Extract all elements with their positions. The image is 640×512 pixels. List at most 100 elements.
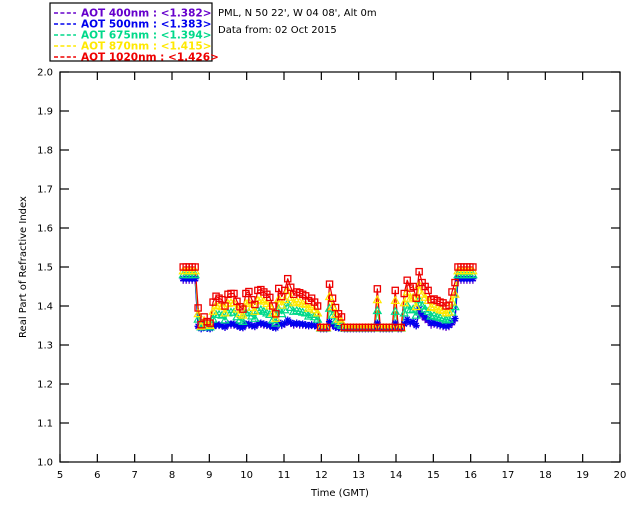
x-tick-label: 7 bbox=[131, 470, 137, 481]
y-tick-label: 1.7 bbox=[37, 185, 53, 196]
series-marker-1020nm bbox=[266, 293, 274, 302]
y-tick-label: 1.4 bbox=[37, 302, 53, 313]
series-marker-870nm bbox=[414, 279, 424, 289]
series-marker-675nm bbox=[303, 311, 314, 320]
series-marker-500nm bbox=[451, 314, 459, 323]
series-marker-500nm bbox=[278, 321, 286, 329]
series-marker-500nm bbox=[257, 319, 265, 327]
series-marker-870nm bbox=[270, 313, 281, 322]
series-marker-870nm bbox=[372, 294, 383, 304]
series-marker-1020nm bbox=[191, 263, 199, 271]
series-marker-1020nm bbox=[469, 263, 477, 271]
series-marker-500nm bbox=[233, 321, 241, 330]
series-marker-870nm bbox=[220, 308, 230, 317]
series-marker-675nm bbox=[220, 315, 230, 324]
series-marker-1020nm bbox=[328, 294, 337, 302]
series-marker-500nm bbox=[427, 319, 435, 327]
series-marker-1020nm bbox=[221, 302, 229, 310]
series-marker-500nm bbox=[439, 321, 447, 330]
series-marker-870nm bbox=[229, 297, 239, 307]
series-marker-870nm bbox=[444, 307, 454, 316]
series-marker-675nm bbox=[372, 305, 383, 315]
series-marker-500nm bbox=[290, 320, 298, 328]
x-tick-label: 20 bbox=[614, 470, 627, 481]
series-marker-500nm bbox=[406, 318, 414, 326]
series-marker-1020nm bbox=[206, 319, 214, 327]
series-marker-675nm bbox=[327, 310, 338, 319]
series-marker-1020nm bbox=[424, 286, 432, 295]
series-marker-675nm bbox=[250, 313, 260, 322]
legend-item-400nm-label: AOT 400nm : <1.382> bbox=[81, 8, 212, 20]
series-marker-1020nm bbox=[391, 286, 400, 295]
series-marker-500nm bbox=[260, 320, 268, 328]
series-marker-500nm bbox=[266, 321, 274, 330]
series-marker-1020nm bbox=[269, 302, 277, 310]
x-tick-label: 15 bbox=[427, 470, 440, 481]
x-tick-label: 18 bbox=[539, 470, 552, 481]
series-marker-500nm bbox=[430, 318, 438, 326]
series-marker-500nm bbox=[391, 319, 399, 327]
series-marker-870nm bbox=[441, 308, 451, 317]
series-marker-870nm bbox=[417, 289, 427, 298]
y-axis-label: Real Part of Refractive Index bbox=[18, 196, 29, 338]
series-marker-500nm bbox=[272, 324, 280, 332]
series-marker-675nm bbox=[300, 308, 311, 317]
x-tick-label: 9 bbox=[206, 470, 212, 481]
series-marker-675nm bbox=[402, 300, 413, 309]
series-marker-675nm bbox=[426, 311, 436, 320]
series-marker-500nm bbox=[403, 315, 411, 323]
legend-item-675nm-label: AOT 675nm : <1.394> bbox=[81, 30, 212, 42]
y-tick-label: 1.1 bbox=[37, 419, 53, 430]
series-marker-870nm bbox=[390, 295, 401, 304]
y-tick-label: 1.9 bbox=[37, 107, 53, 118]
series-marker-675nm bbox=[444, 314, 454, 323]
series-marker-675nm bbox=[390, 306, 401, 315]
series-marker-1020nm bbox=[230, 289, 238, 298]
x-axis-label: Time (GMT) bbox=[310, 488, 369, 499]
series-marker-500nm bbox=[293, 319, 301, 327]
series-marker-500nm bbox=[191, 275, 199, 283]
series-marker-870nm bbox=[411, 301, 421, 311]
series-marker-675nm bbox=[267, 315, 278, 324]
series-marker-1020nm bbox=[313, 302, 322, 310]
y-tick-label: 1.5 bbox=[37, 263, 53, 274]
series-marker-500nm bbox=[215, 321, 223, 329]
series-marker-675nm bbox=[441, 315, 451, 324]
series-marker-1020nm bbox=[286, 283, 295, 292]
series-marker-870nm bbox=[288, 297, 299, 307]
x-tick-label: 12 bbox=[315, 470, 328, 481]
x-tick-label: 8 bbox=[169, 470, 175, 481]
series-marker-500nm bbox=[442, 322, 450, 330]
x-tick-label: 13 bbox=[352, 470, 365, 481]
series-marker-1020nm bbox=[322, 323, 331, 332]
series-marker-1020nm bbox=[403, 276, 411, 285]
series-marker-675nm bbox=[285, 302, 296, 312]
series-marker-870nm bbox=[303, 303, 314, 312]
series-marker-870nm bbox=[306, 301, 317, 311]
series-marker-500nm bbox=[284, 316, 292, 324]
series-marker-1020nm bbox=[445, 301, 453, 309]
series-marker-1020nm bbox=[400, 289, 408, 298]
series-marker-500nm bbox=[311, 321, 319, 330]
series-marker-675nm bbox=[264, 309, 275, 319]
series-marker-675nm bbox=[450, 301, 460, 311]
series-marker-500nm bbox=[305, 321, 313, 330]
series-marker-500nm bbox=[230, 320, 238, 328]
series-marker-870nm bbox=[196, 321, 206, 330]
series-marker-675nm bbox=[312, 314, 323, 323]
series-marker-870nm bbox=[273, 293, 284, 303]
series-marker-500nm bbox=[299, 320, 307, 328]
series-marker-675nm bbox=[288, 306, 299, 315]
y-tick-label: 2.0 bbox=[37, 68, 53, 79]
y-tick-label: 1.3 bbox=[37, 341, 53, 352]
y-tick-label: 1.0 bbox=[37, 458, 53, 469]
y-tick-label: 1.8 bbox=[37, 146, 53, 157]
series-marker-500nm bbox=[239, 323, 247, 332]
series-marker-500nm bbox=[445, 321, 453, 330]
series-marker-500nm bbox=[373, 319, 381, 327]
x-tick-label: 10 bbox=[240, 470, 253, 481]
series-marker-1020nm bbox=[373, 285, 382, 293]
annotation-location: PML, N 50 22', W 04 08', Alt 0m bbox=[218, 8, 377, 19]
